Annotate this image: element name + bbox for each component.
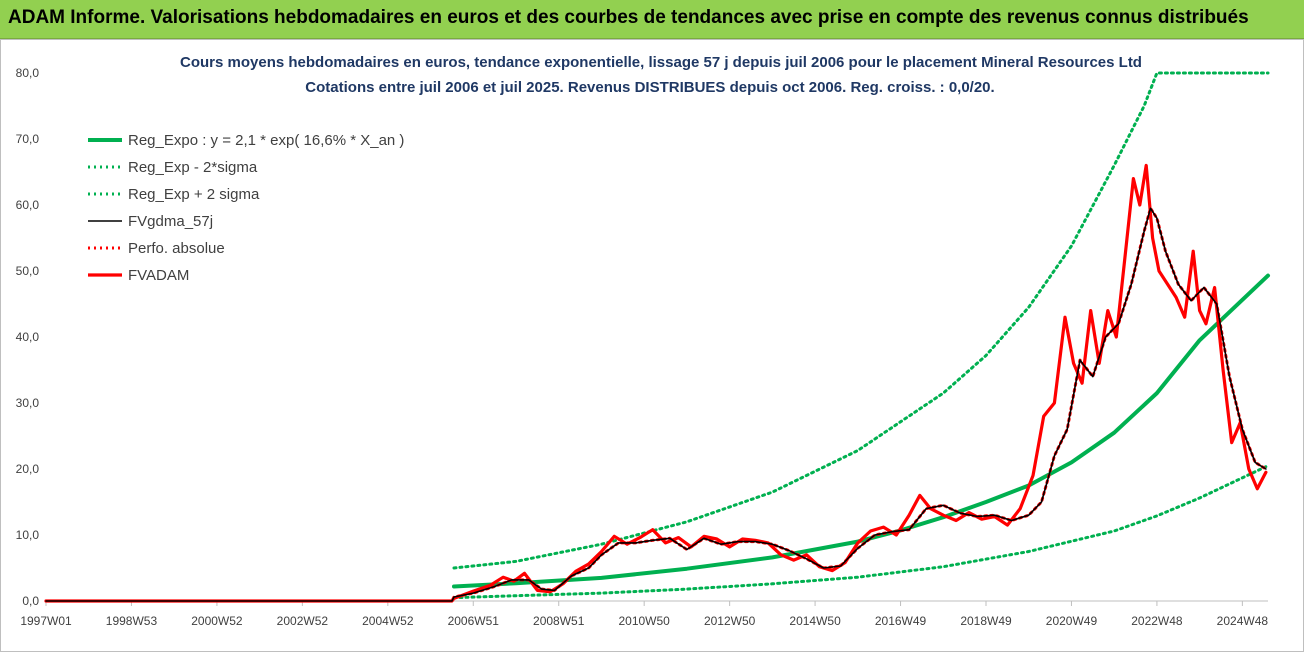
- y-tick-label: 40,0: [16, 330, 40, 344]
- x-tick-label: 2018W49: [960, 614, 1012, 628]
- legend-label: Perfo. absolue: [128, 240, 225, 257]
- x-tick-label: 2024W48: [1217, 614, 1269, 628]
- chart-subtitle: Cotations entre juil 2006 et juil 2025. …: [305, 79, 995, 96]
- y-tick-label: 20,0: [16, 462, 40, 476]
- x-tick-label: 2010W50: [618, 614, 670, 628]
- series-line-2: [452, 71, 1270, 570]
- x-tick-label: 2014W50: [789, 614, 841, 628]
- x-tick-label: 2002W52: [277, 614, 329, 628]
- x-tick-label: 2022W48: [1131, 614, 1183, 628]
- chart-legend: Reg_Expo : y = 2,1 * exp( 16,6% * X_an )…: [88, 132, 404, 284]
- y-tick-label: 10,0: [16, 528, 40, 542]
- legend-label: Reg_Exp + 2 sigma: [128, 186, 260, 203]
- series-line-3: [45, 207, 1267, 602]
- x-tick-label: 2004W52: [362, 614, 414, 628]
- series-line-5: [44, 163, 1268, 603]
- page-title: ADAM Informe. Valorisations hebdomadaire…: [8, 7, 1249, 28]
- y-tick-label: 0,0: [22, 594, 39, 608]
- header-banner: ADAM Informe. Valorisations hebdomadaire…: [0, 0, 1304, 39]
- x-tick-label: 2012W50: [704, 614, 756, 628]
- legend-label: FVADAM: [128, 267, 189, 284]
- chart-series: [44, 71, 1270, 603]
- series-line-4: [44, 206, 1268, 603]
- legend-label: Reg_Exp - 2*sigma: [128, 159, 258, 176]
- y-tick-label: 80,0: [16, 66, 40, 80]
- series-line-0: [452, 273, 1270, 589]
- x-tick-label: 2016W49: [875, 614, 927, 628]
- series-line-1: [452, 464, 1270, 600]
- y-tick-label: 50,0: [16, 264, 40, 278]
- chart-axes: 0,0 10,0 20,0 30,0 40,0 50,0 60,0 70,0 80,0 1997W…: [16, 66, 1269, 628]
- x-tick-label: 1998W53: [106, 614, 158, 628]
- legend-label: FVgdma_57j: [128, 213, 213, 230]
- y-tick-label: 70,0: [16, 132, 40, 146]
- x-tick-label: 2020W49: [1046, 614, 1098, 628]
- x-tick-label: 1997W01: [20, 614, 72, 628]
- x-tick-label: 2000W52: [191, 614, 243, 628]
- chart-title: Cours moyens hebdomadaires en euros, ten…: [180, 54, 1142, 71]
- legend-label: Reg_Expo : y = 2,1 * exp( 16,6% * X_an ): [128, 132, 404, 149]
- y-tick-label: 60,0: [16, 198, 40, 212]
- y-tick-label: 30,0: [16, 396, 40, 410]
- x-tick-label: 2006W51: [448, 614, 500, 628]
- x-tick-label: 2008W51: [533, 614, 585, 628]
